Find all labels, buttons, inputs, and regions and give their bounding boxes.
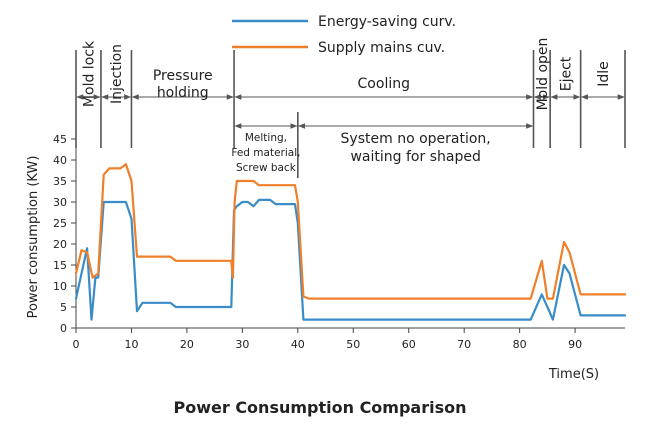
phase-label: Mold lock — [81, 40, 97, 107]
legend: Energy-saving curv. Supply mains cuv. — [232, 14, 456, 56]
legend-label-energy-saving: Energy-saving curv. — [318, 14, 456, 30]
x-tick-label: 10 — [124, 338, 138, 351]
energy-saving-line — [74, 198, 627, 321]
sub-phase-label-line: Melting, — [245, 132, 287, 144]
sub-phase-label-line: Screw back — [236, 162, 297, 174]
sub-phase-label-line: Fed material, — [231, 147, 300, 159]
y-tick-label: 35 — [53, 175, 67, 188]
phase-label-line: Pressure — [153, 68, 213, 84]
y-axis-label: Power consumption (KW) — [26, 156, 41, 319]
x-tick-label: 40 — [291, 338, 305, 351]
y-tick-label: 25 — [53, 217, 67, 230]
x-axis-label: Time(S) — [548, 367, 599, 382]
sub-phase-label-line: waiting for shaped — [350, 149, 480, 165]
legend-label-supply-mains: Supply mains cuv. — [318, 40, 445, 56]
y-tick-label: 40 — [53, 154, 67, 167]
phase-label: Mold open — [535, 38, 551, 111]
x-tick-label: 60 — [402, 338, 416, 351]
sub-phase-label-line: System no operation, — [341, 131, 491, 147]
y-tick-label: 5 — [60, 301, 67, 314]
x-tick-label: 0 — [73, 338, 80, 351]
y-tick-label: 0 — [60, 322, 67, 335]
phase-label-line: holding — [157, 85, 209, 101]
chart-title: Power Consumption Comparison — [174, 398, 467, 417]
phase-label-line: Cooling — [358, 76, 410, 92]
x-tick-label: 80 — [513, 338, 527, 351]
phase-label: Injection — [109, 44, 125, 104]
x-tick-label: 50 — [346, 338, 360, 351]
phase-label: Idle — [596, 61, 612, 87]
x-tick-label: 90 — [568, 338, 582, 351]
y-tick-label: 10 — [53, 280, 67, 293]
y-tick-label: 45 — [53, 133, 67, 146]
y-tick-label: 20 — [53, 238, 67, 251]
x-tick-label: 20 — [180, 338, 194, 351]
axis-ticks: 0 5 10 15 20 25 30 35 40 45 0 10 20 30 40 50 60 70 80 90 — [53, 133, 582, 351]
phase-label: Eject — [558, 56, 574, 91]
data-series — [74, 163, 627, 321]
x-tick-label: 70 — [457, 338, 471, 351]
y-tick-label: 15 — [53, 259, 67, 272]
x-tick-label: 30 — [235, 338, 249, 351]
y-tick-label: 30 — [53, 196, 67, 209]
supply-mains-line — [74, 163, 627, 300]
